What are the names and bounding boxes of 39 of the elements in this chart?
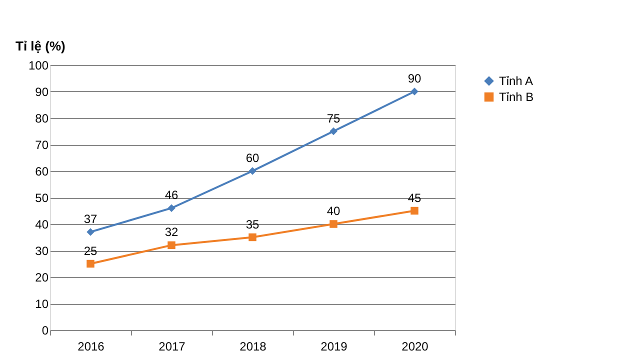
data-label: 32 — [164, 225, 178, 240]
y-tick-label: 60 — [35, 164, 49, 178]
y-tick-label: 80 — [35, 112, 49, 126]
y-tick-label: 20 — [35, 270, 49, 284]
point — [248, 233, 256, 242]
point — [168, 204, 176, 212]
data-label: 60 — [246, 151, 260, 165]
x-tick-label: 2019 — [320, 340, 348, 354]
y-tick-label: 30 — [35, 244, 49, 258]
x-tick-label: 2018 — [240, 340, 267, 354]
y-tick-label: 90 — [35, 85, 49, 99]
legend-label: Tỉnh A — [499, 74, 534, 88]
x-tick-label: 2020 — [402, 340, 429, 354]
y-tick-label: 10 — [35, 297, 49, 311]
point — [168, 241, 176, 250]
point — [248, 167, 256, 175]
data-label: 90 — [408, 72, 422, 86]
legend-label: Tỉnh B — [499, 90, 534, 104]
point — [410, 88, 418, 96]
x-tick-label: 2016 — [78, 340, 105, 354]
y-tick-label: 50 — [35, 191, 49, 205]
data-label: 40 — [326, 204, 340, 218]
point — [330, 127, 338, 136]
y-axis-title: Tỉ lệ (%) — [16, 38, 66, 54]
point — [86, 260, 94, 268]
y-tick-label: 100 — [28, 58, 49, 72]
y-tick-label: 0 — [42, 324, 49, 338]
data-label: 45 — [408, 190, 422, 205]
point — [86, 228, 94, 236]
point — [330, 220, 338, 228]
data-label: 37 — [84, 212, 98, 226]
y-tick-label: 70 — [35, 138, 49, 152]
data-label: 75 — [326, 111, 340, 126]
data-label: 35 — [246, 217, 260, 232]
data-label: 46 — [164, 188, 178, 202]
x-tick-label: 2017 — [158, 340, 186, 354]
data-label: 25 — [84, 244, 98, 258]
point — [410, 206, 418, 215]
y-tick-label: 40 — [35, 218, 49, 232]
